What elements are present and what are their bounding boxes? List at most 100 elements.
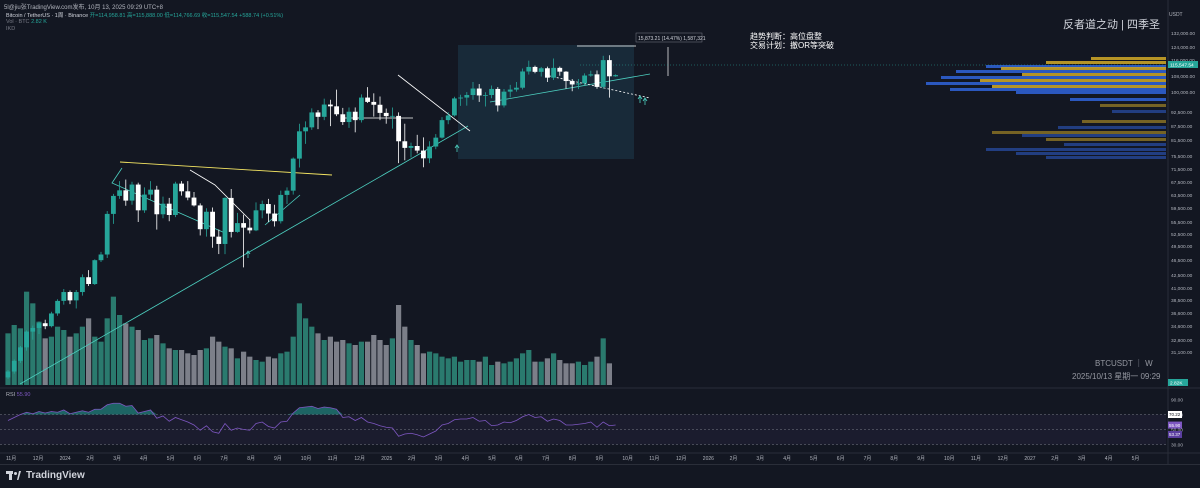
volume-bar — [79, 326, 85, 385]
candle-body — [365, 97, 370, 102]
candle-body — [458, 97, 463, 99]
time-tick: 2月 — [1051, 456, 1059, 462]
candle-body — [427, 146, 432, 159]
volume-bar — [606, 363, 612, 385]
candle-body — [36, 323, 42, 328]
volume-bar — [110, 296, 116, 385]
plan-value: 撤OR等突破 — [790, 41, 834, 50]
time-tick: 4月 — [783, 456, 791, 462]
publish-caption: 5l@jiu张TradingView.com发布, 10月 13, 2025 0… — [4, 5, 164, 11]
candle-body — [489, 88, 494, 96]
volume-profile-bar — [1058, 126, 1166, 129]
plan-label: 交易计划： — [750, 41, 790, 50]
volume-profile-bar — [992, 131, 1166, 134]
time-tick: 11月 — [971, 456, 981, 462]
tradingview-logo[interactable]: TradingView — [6, 470, 85, 481]
volume-bar — [104, 318, 110, 385]
candle-body — [483, 95, 488, 96]
volume-bar — [135, 330, 141, 385]
rsi-value-tag — [1168, 421, 1182, 429]
indicator-label: IKD — [6, 26, 16, 32]
price-tick: 32,800.00 — [1171, 338, 1193, 344]
volume-bar — [507, 361, 513, 385]
volume-profile-bar — [941, 76, 1166, 79]
volume-bar — [179, 350, 185, 385]
rsi-legend[interactable]: RSI 55.90 — [6, 392, 30, 398]
candle-body — [359, 97, 364, 121]
candle-body — [92, 260, 98, 285]
volume-bar — [470, 360, 476, 385]
candle-body — [73, 292, 79, 301]
candle-body — [526, 66, 532, 72]
candle-body — [433, 137, 439, 147]
rsi-line — [7, 402, 616, 438]
volume-bar — [575, 361, 581, 385]
price-tick: 31,100.00 — [1171, 350, 1193, 356]
time-tick: 2月 — [86, 456, 94, 462]
candle-body — [166, 203, 172, 215]
volume-bar — [396, 305, 402, 385]
time-tick: 11月 — [6, 456, 16, 462]
time-tick: 2025 — [381, 456, 392, 462]
price-tick: 36,600.00 — [1171, 311, 1193, 317]
candle-body — [18, 347, 23, 361]
triangle-upper-line — [189, 169, 251, 221]
candle-body — [470, 88, 476, 96]
candle-body — [179, 183, 184, 192]
volume-bar — [563, 363, 569, 385]
volume-tag — [1168, 379, 1188, 386]
candle-body — [439, 120, 445, 138]
time-tick: 2月 — [408, 456, 416, 462]
time-tick: 2月 — [730, 456, 738, 462]
time-tick: 7月 — [542, 456, 550, 462]
candle-body — [86, 277, 91, 285]
volume-bar — [247, 356, 253, 385]
candle-body — [377, 104, 383, 113]
candle-body — [346, 111, 352, 123]
volume-profile-bar — [980, 79, 1166, 82]
candle-body — [266, 204, 271, 214]
time-tick: 4月 — [1105, 456, 1113, 462]
candle-body — [210, 211, 215, 237]
price-tick: 42,500.00 — [1171, 273, 1193, 279]
candle-body — [408, 146, 414, 148]
volume-bar — [321, 340, 327, 385]
volume-bar — [73, 333, 79, 385]
time-tick: 2024 — [60, 456, 71, 462]
volume-bar — [265, 356, 271, 385]
volume-legend[interactable]: Vol · BTC 2.82 K — [6, 19, 47, 25]
symbol-legend[interactable]: Bitcoin / TetherUS · 1周 · Binance 开=114,… — [6, 11, 283, 19]
candle-body — [476, 88, 482, 96]
arrow-icon — [642, 97, 648, 102]
candle-body — [569, 81, 575, 85]
time-tick: 6月 — [515, 456, 523, 462]
volume-bar — [526, 350, 532, 385]
price-axis-currency[interactable]: USDT — [1169, 12, 1183, 18]
candle-body — [49, 313, 54, 327]
candle-body — [315, 112, 321, 117]
volume-bar — [154, 335, 160, 385]
time-tick: 7月 — [864, 456, 872, 462]
volume-bar — [216, 341, 222, 385]
arrow-icon — [454, 144, 460, 149]
rsi-upper-tag-text: 70.22 — [1169, 412, 1181, 417]
volume-bar — [377, 340, 383, 385]
volume-bar — [141, 340, 147, 385]
volume-profile-bar — [986, 65, 1166, 68]
indicator-legend[interactable]: IKD — [6, 26, 15, 32]
candle-body — [185, 191, 191, 198]
tradingview-logo-icon — [6, 471, 22, 480]
candle-body — [42, 323, 48, 327]
volume-bar — [55, 326, 61, 385]
candle-body — [290, 158, 296, 191]
time-tick: 8月 — [247, 456, 255, 462]
volume-bar — [278, 353, 284, 385]
candle-body — [538, 68, 544, 72]
candle-body — [284, 190, 290, 195]
candle-body — [259, 204, 265, 211]
candle-body — [117, 190, 122, 196]
candle-body — [204, 211, 209, 230]
candle-body — [594, 74, 600, 87]
